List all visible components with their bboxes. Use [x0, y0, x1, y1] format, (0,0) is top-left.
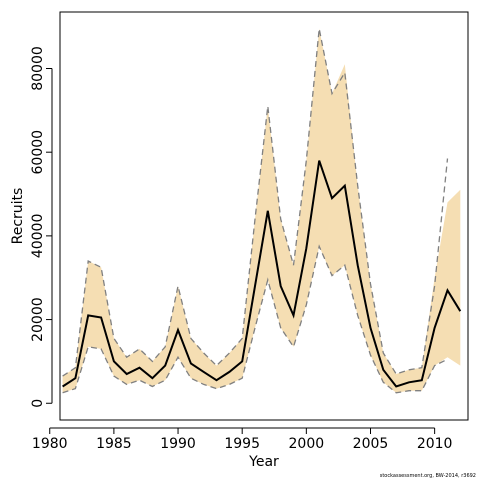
x-axis-title: Year	[248, 454, 279, 470]
footnote: stockassessment.org, BW-2014, r3692	[380, 473, 476, 479]
x-tick-label: 1990	[160, 436, 196, 452]
y-axis: 0 20000 40000 60000 80000	[30, 46, 53, 408]
plot-frame	[59, 11, 469, 421]
x-tick-label: 1995	[224, 436, 260, 452]
x-tick-label: 1980	[32, 436, 68, 452]
lower-bound-line	[62, 244, 448, 394]
upper-bound-line	[62, 28, 449, 377]
x-axis: 1980 1985 1990 1995 2000 2005 2010	[32, 427, 453, 452]
confidence-band	[62, 28, 461, 393]
median-line	[62, 160, 462, 388]
y-axis-title: Recruits	[10, 188, 26, 245]
y-tick-label: 40000	[30, 214, 46, 259]
y-tick-label: 60000	[30, 130, 46, 175]
x-tick-label: 2005	[353, 436, 389, 452]
x-tick-label: 2010	[417, 436, 453, 452]
y-tick-label: 0	[30, 399, 46, 408]
x-tick-label: 2000	[289, 436, 325, 452]
y-tick-label: 80000	[30, 46, 46, 91]
x-tick-label: 1985	[96, 436, 132, 452]
y-tick-label: 20000	[30, 297, 46, 342]
